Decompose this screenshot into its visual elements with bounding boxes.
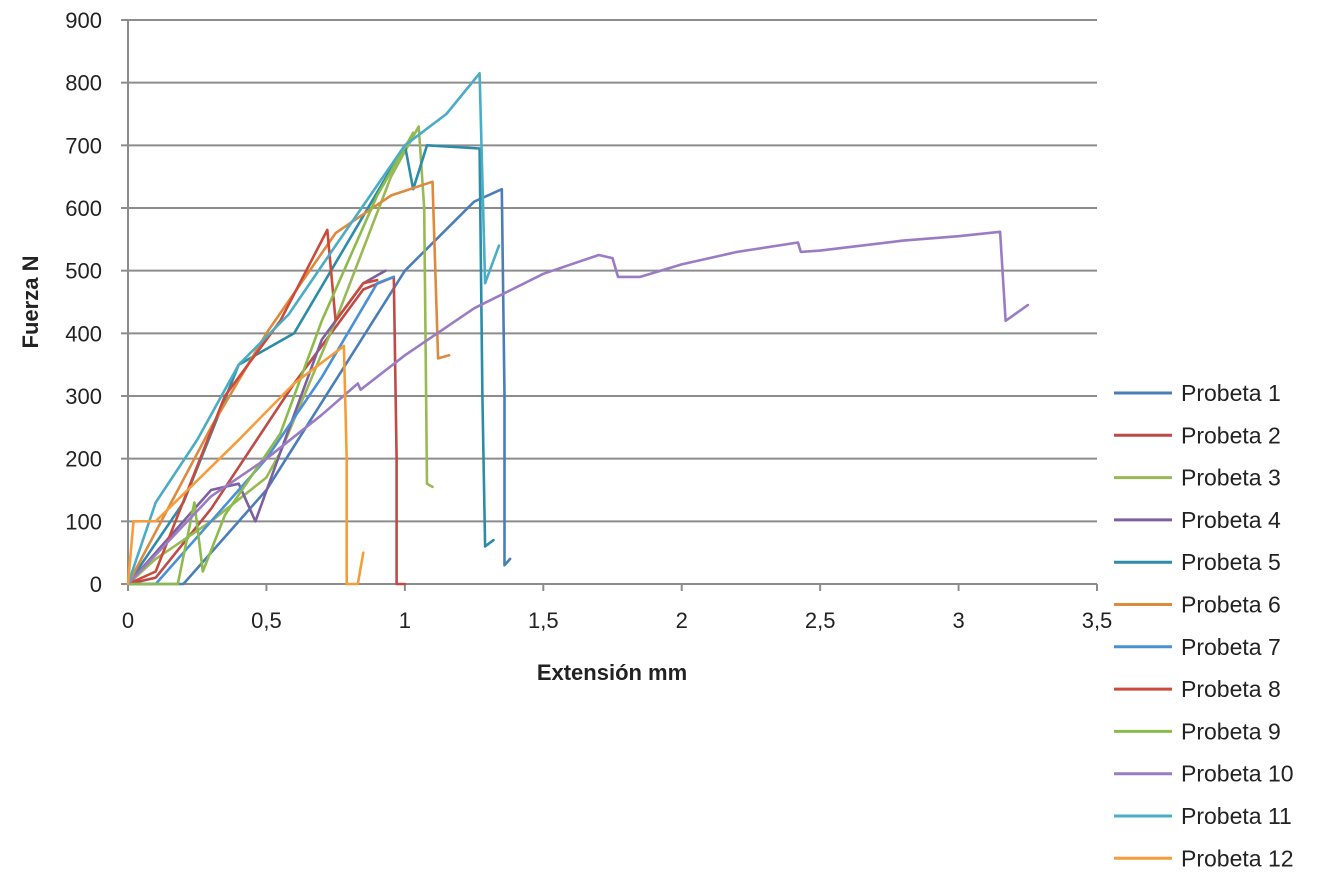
legend-label: Probeta 5 xyxy=(1181,549,1281,575)
x-tick-label: 3,5 xyxy=(1082,608,1113,633)
legend-item-12: Probeta 12 xyxy=(1114,845,1294,871)
series-line-2 xyxy=(126,275,407,586)
x-tick-label: 1,5 xyxy=(528,608,559,633)
series-line-8 xyxy=(126,228,379,586)
x-tick-label: 2,5 xyxy=(805,608,836,633)
legend-item-7: Probeta 7 xyxy=(1114,634,1281,660)
tick-layer: 0 100 200 300 400 500 600 700 800 900 0 0,5 1 1,5 2 2,5… xyxy=(65,8,1112,633)
legend-item-2: Probeta 2 xyxy=(1114,422,1281,448)
legend-label: Probeta 2 xyxy=(1181,422,1281,448)
axis-layer xyxy=(121,19,1098,591)
x-tick-label: 0 xyxy=(122,608,134,633)
series-line-6 xyxy=(126,180,451,586)
legend-item-9: Probeta 9 xyxy=(1114,718,1281,744)
legend-item-11: Probeta 11 xyxy=(1114,803,1292,829)
x-tick-label: 0,5 xyxy=(251,608,282,633)
legend-item-8: Probeta 8 xyxy=(1114,676,1281,702)
y-tick-label: 900 xyxy=(65,8,102,33)
legend-item-10: Probeta 10 xyxy=(1114,761,1294,787)
series-line-5 xyxy=(126,144,495,586)
legend-item-1: Probeta 1 xyxy=(1114,380,1281,406)
y-tick-label: 500 xyxy=(65,259,102,284)
y-tick-label: 200 xyxy=(65,447,102,472)
x-tick-label: 1 xyxy=(399,608,411,633)
y-tick-label: 800 xyxy=(65,71,102,96)
y-tick-label: 600 xyxy=(65,196,102,221)
series-line-9 xyxy=(126,131,415,586)
legend-label: Probeta 3 xyxy=(1181,465,1281,491)
legend-item-6: Probeta 6 xyxy=(1114,592,1281,618)
y-tick-label: 0 xyxy=(90,572,102,597)
legend-item-5: Probeta 5 xyxy=(1114,549,1281,575)
legend-item-3: Probeta 3 xyxy=(1114,465,1281,491)
grid-layer xyxy=(128,19,1097,523)
x-tick-label: 3 xyxy=(952,608,964,633)
legend: Probeta 1 Probeta 2 Probeta 3 Probeta 4 Prob… xyxy=(1114,380,1294,871)
legend-label: Probeta 4 xyxy=(1181,507,1281,533)
legend-item-4: Probeta 4 xyxy=(1114,507,1281,533)
y-tick-label: 100 xyxy=(65,509,102,534)
legend-label: Probeta 11 xyxy=(1181,803,1292,829)
series-layer xyxy=(126,72,1030,586)
series-line-10 xyxy=(126,230,1030,586)
legend-label: Probeta 9 xyxy=(1181,718,1281,744)
y-tick-label: 300 xyxy=(65,384,102,409)
legend-label: Probeta 10 xyxy=(1181,761,1294,787)
x-tick-label: 2 xyxy=(676,608,688,633)
legend-label: Probeta 7 xyxy=(1181,634,1281,660)
y-tick-label: 400 xyxy=(65,321,102,346)
legend-label: Probeta 8 xyxy=(1181,676,1281,702)
x-axis-title: Extensión mm xyxy=(537,660,687,685)
legend-label: Probeta 1 xyxy=(1181,380,1281,406)
y-tick-label: 700 xyxy=(65,133,102,158)
series-line-11 xyxy=(126,72,501,586)
y-axis-title: Fuerza N xyxy=(18,256,43,349)
legend-label: Probeta 12 xyxy=(1181,845,1294,871)
series-line-12 xyxy=(126,344,365,586)
legend-label: Probeta 6 xyxy=(1181,592,1281,618)
